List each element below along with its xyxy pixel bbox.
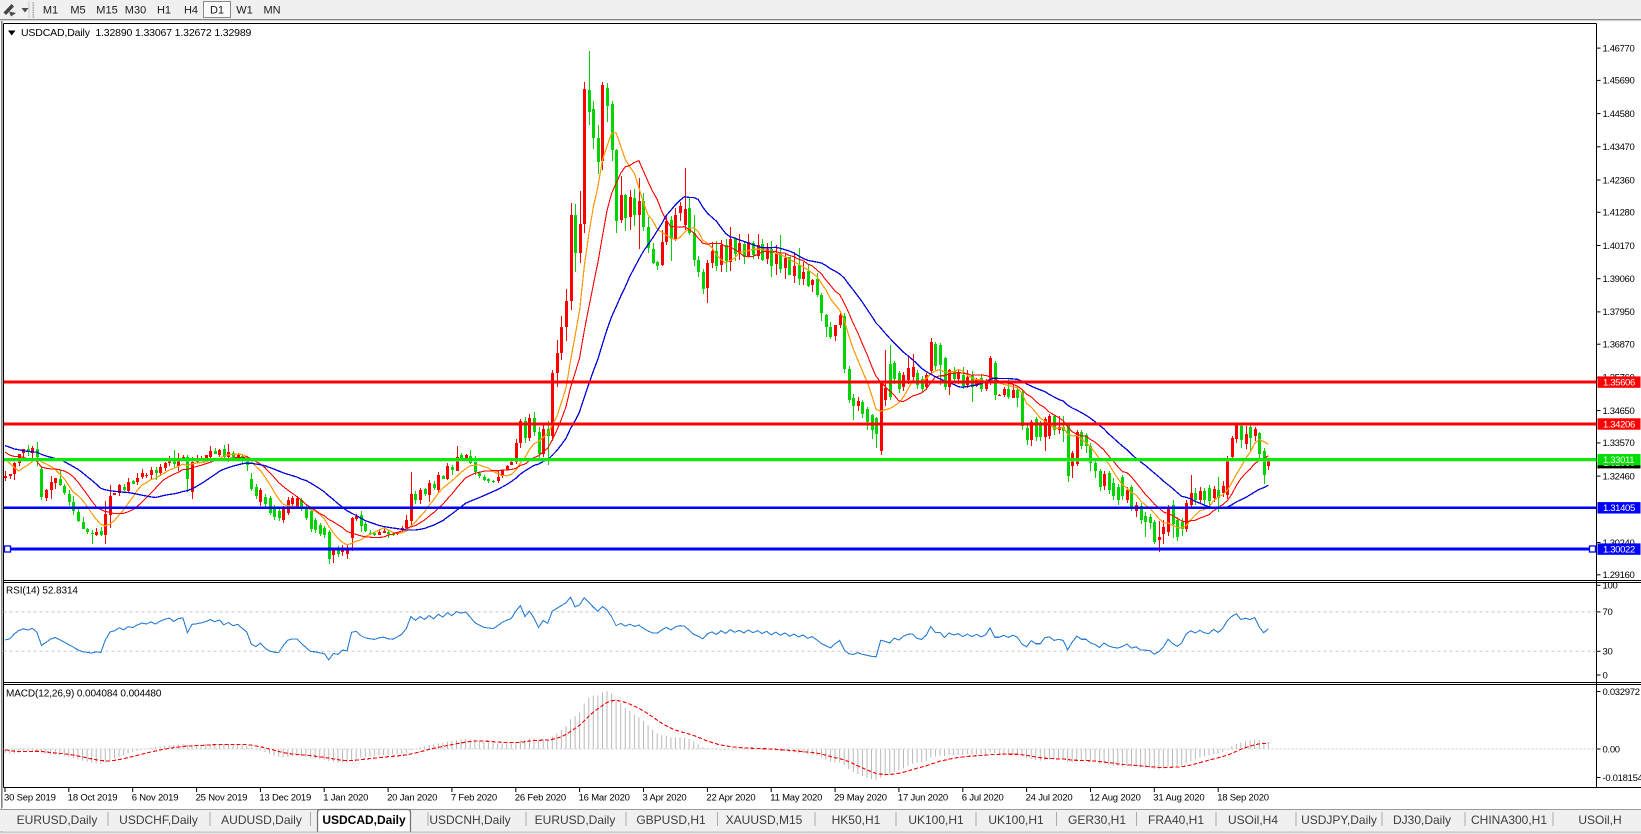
svg-text:1.42360: 1.42360 xyxy=(1603,175,1635,186)
svg-text:USDCAD,Daily 1.32890 1.33067: USDCAD,Daily 1.32890 1.33067 1.32672 1.3… xyxy=(21,27,252,39)
svg-text:26 Feb 2020: 26 Feb 2020 xyxy=(515,793,566,804)
svg-text:1.29160: 1.29160 xyxy=(1603,570,1635,581)
svg-text:H4: H4 xyxy=(184,5,198,17)
svg-text:EURUSD,Daily: EURUSD,Daily xyxy=(535,813,616,827)
svg-text:6 Jul 2020: 6 Jul 2020 xyxy=(962,793,1004,804)
svg-text:29 May 2020: 29 May 2020 xyxy=(834,793,887,804)
svg-text:11 May 2020: 11 May 2020 xyxy=(770,793,822,804)
svg-text:13 Dec 2019: 13 Dec 2019 xyxy=(259,793,311,804)
svg-text:1.33570: 1.33570 xyxy=(1603,438,1635,449)
svg-text:0.00: 0.00 xyxy=(1603,744,1620,755)
svg-text:EURUSD,Daily: EURUSD,Daily xyxy=(17,813,98,827)
svg-text:CHINA300,H1: CHINA300,H1 xyxy=(1471,813,1547,827)
svg-text:1 Jan 2020: 1 Jan 2020 xyxy=(323,793,368,804)
svg-text:1.35606: 1.35606 xyxy=(1603,378,1635,389)
svg-text:RSI(14) 52.8314: RSI(14) 52.8314 xyxy=(6,586,78,597)
svg-text:1.43470: 1.43470 xyxy=(1603,142,1635,153)
svg-text:1.45690: 1.45690 xyxy=(1603,76,1635,87)
svg-text:M5: M5 xyxy=(70,5,85,17)
svg-text:3 Apr 2020: 3 Apr 2020 xyxy=(643,793,687,804)
svg-text:18 Oct 2019: 18 Oct 2019 xyxy=(68,793,118,804)
svg-text:1.33011: 1.33011 xyxy=(1603,455,1634,466)
svg-text:D1: D1 xyxy=(210,5,224,17)
svg-text:USDCHF,Daily: USDCHF,Daily xyxy=(119,813,198,827)
svg-text:M30: M30 xyxy=(125,5,146,17)
svg-text:H1: H1 xyxy=(157,5,171,17)
svg-text:1.30240: 1.30240 xyxy=(1603,538,1635,549)
svg-text:MACD(12,26,9) 0.004084 0.00448: MACD(12,26,9) 0.004084 0.004480 xyxy=(6,689,162,700)
svg-text:1.34206: 1.34206 xyxy=(1603,419,1635,430)
svg-text:W1: W1 xyxy=(236,5,253,17)
svg-text:1.46770: 1.46770 xyxy=(1603,43,1635,54)
svg-text:FRA40,H1: FRA40,H1 xyxy=(1148,813,1204,827)
svg-text:30: 30 xyxy=(1603,647,1613,658)
svg-text:XAUUSD,M15: XAUUSD,M15 xyxy=(726,813,803,827)
svg-text:31 Aug 2020: 31 Aug 2020 xyxy=(1153,793,1204,804)
svg-text:MN: MN xyxy=(263,5,280,17)
svg-text:12 Aug 2020: 12 Aug 2020 xyxy=(1090,793,1141,804)
svg-text:HK50,H1: HK50,H1 xyxy=(832,813,881,827)
svg-text:1.44580: 1.44580 xyxy=(1603,109,1635,120)
svg-text:1.39060: 1.39060 xyxy=(1603,274,1635,285)
svg-text:25 Nov 2019: 25 Nov 2019 xyxy=(196,793,248,804)
svg-text:0: 0 xyxy=(1603,670,1608,681)
svg-text:100: 100 xyxy=(1603,581,1618,592)
svg-text:USOil,H: USOil,H xyxy=(1578,813,1621,827)
svg-text:M15: M15 xyxy=(96,5,117,17)
svg-text:6 Nov 2019: 6 Nov 2019 xyxy=(132,793,179,804)
svg-text:0.032972: 0.032972 xyxy=(1603,687,1640,698)
svg-text:USDJPY,Daily: USDJPY,Daily xyxy=(1301,813,1377,827)
svg-text:GER30,H1: GER30,H1 xyxy=(1068,813,1126,827)
svg-text:24 Jul 2020: 24 Jul 2020 xyxy=(1026,793,1073,804)
svg-text:AUDUSD,Daily: AUDUSD,Daily xyxy=(221,813,302,827)
svg-text:17 Jun 2020: 17 Jun 2020 xyxy=(898,793,948,804)
svg-text:DJ30,Daily: DJ30,Daily xyxy=(1393,813,1451,827)
svg-text:1.37950: 1.37950 xyxy=(1603,307,1635,318)
svg-text:1.41280: 1.41280 xyxy=(1603,208,1635,219)
svg-text:GBPUSD,H1: GBPUSD,H1 xyxy=(636,813,706,827)
svg-text:1.34650: 1.34650 xyxy=(1603,406,1635,417)
svg-text:30 Sep 2019: 30 Sep 2019 xyxy=(4,793,56,804)
svg-text:16 Mar 2020: 16 Mar 2020 xyxy=(579,793,630,804)
svg-text:-0.018154: -0.018154 xyxy=(1603,773,1641,784)
svg-text:1.36870: 1.36870 xyxy=(1603,340,1635,351)
svg-text:USOil,H4: USOil,H4 xyxy=(1228,813,1278,827)
svg-text:70: 70 xyxy=(1603,607,1613,618)
svg-text:1.31405: 1.31405 xyxy=(1603,503,1635,514)
svg-text:UK100,H1: UK100,H1 xyxy=(988,813,1044,827)
svg-text:20 Jan 2020: 20 Jan 2020 xyxy=(387,793,437,804)
svg-text:UK100,H1: UK100,H1 xyxy=(908,813,964,827)
svg-text:M1: M1 xyxy=(43,5,58,17)
svg-text:18 Sep 2020: 18 Sep 2020 xyxy=(1217,793,1269,804)
svg-text:1.30022: 1.30022 xyxy=(1603,545,1635,556)
svg-text:USDCAD,Daily: USDCAD,Daily xyxy=(322,813,406,827)
svg-text:7 Feb 2020: 7 Feb 2020 xyxy=(451,793,497,804)
svg-text:1.32460: 1.32460 xyxy=(1603,471,1635,482)
svg-text:22 Apr 2020: 22 Apr 2020 xyxy=(706,793,755,804)
svg-text:1.40170: 1.40170 xyxy=(1603,241,1635,252)
svg-text:USDCNH,Daily: USDCNH,Daily xyxy=(429,813,510,827)
